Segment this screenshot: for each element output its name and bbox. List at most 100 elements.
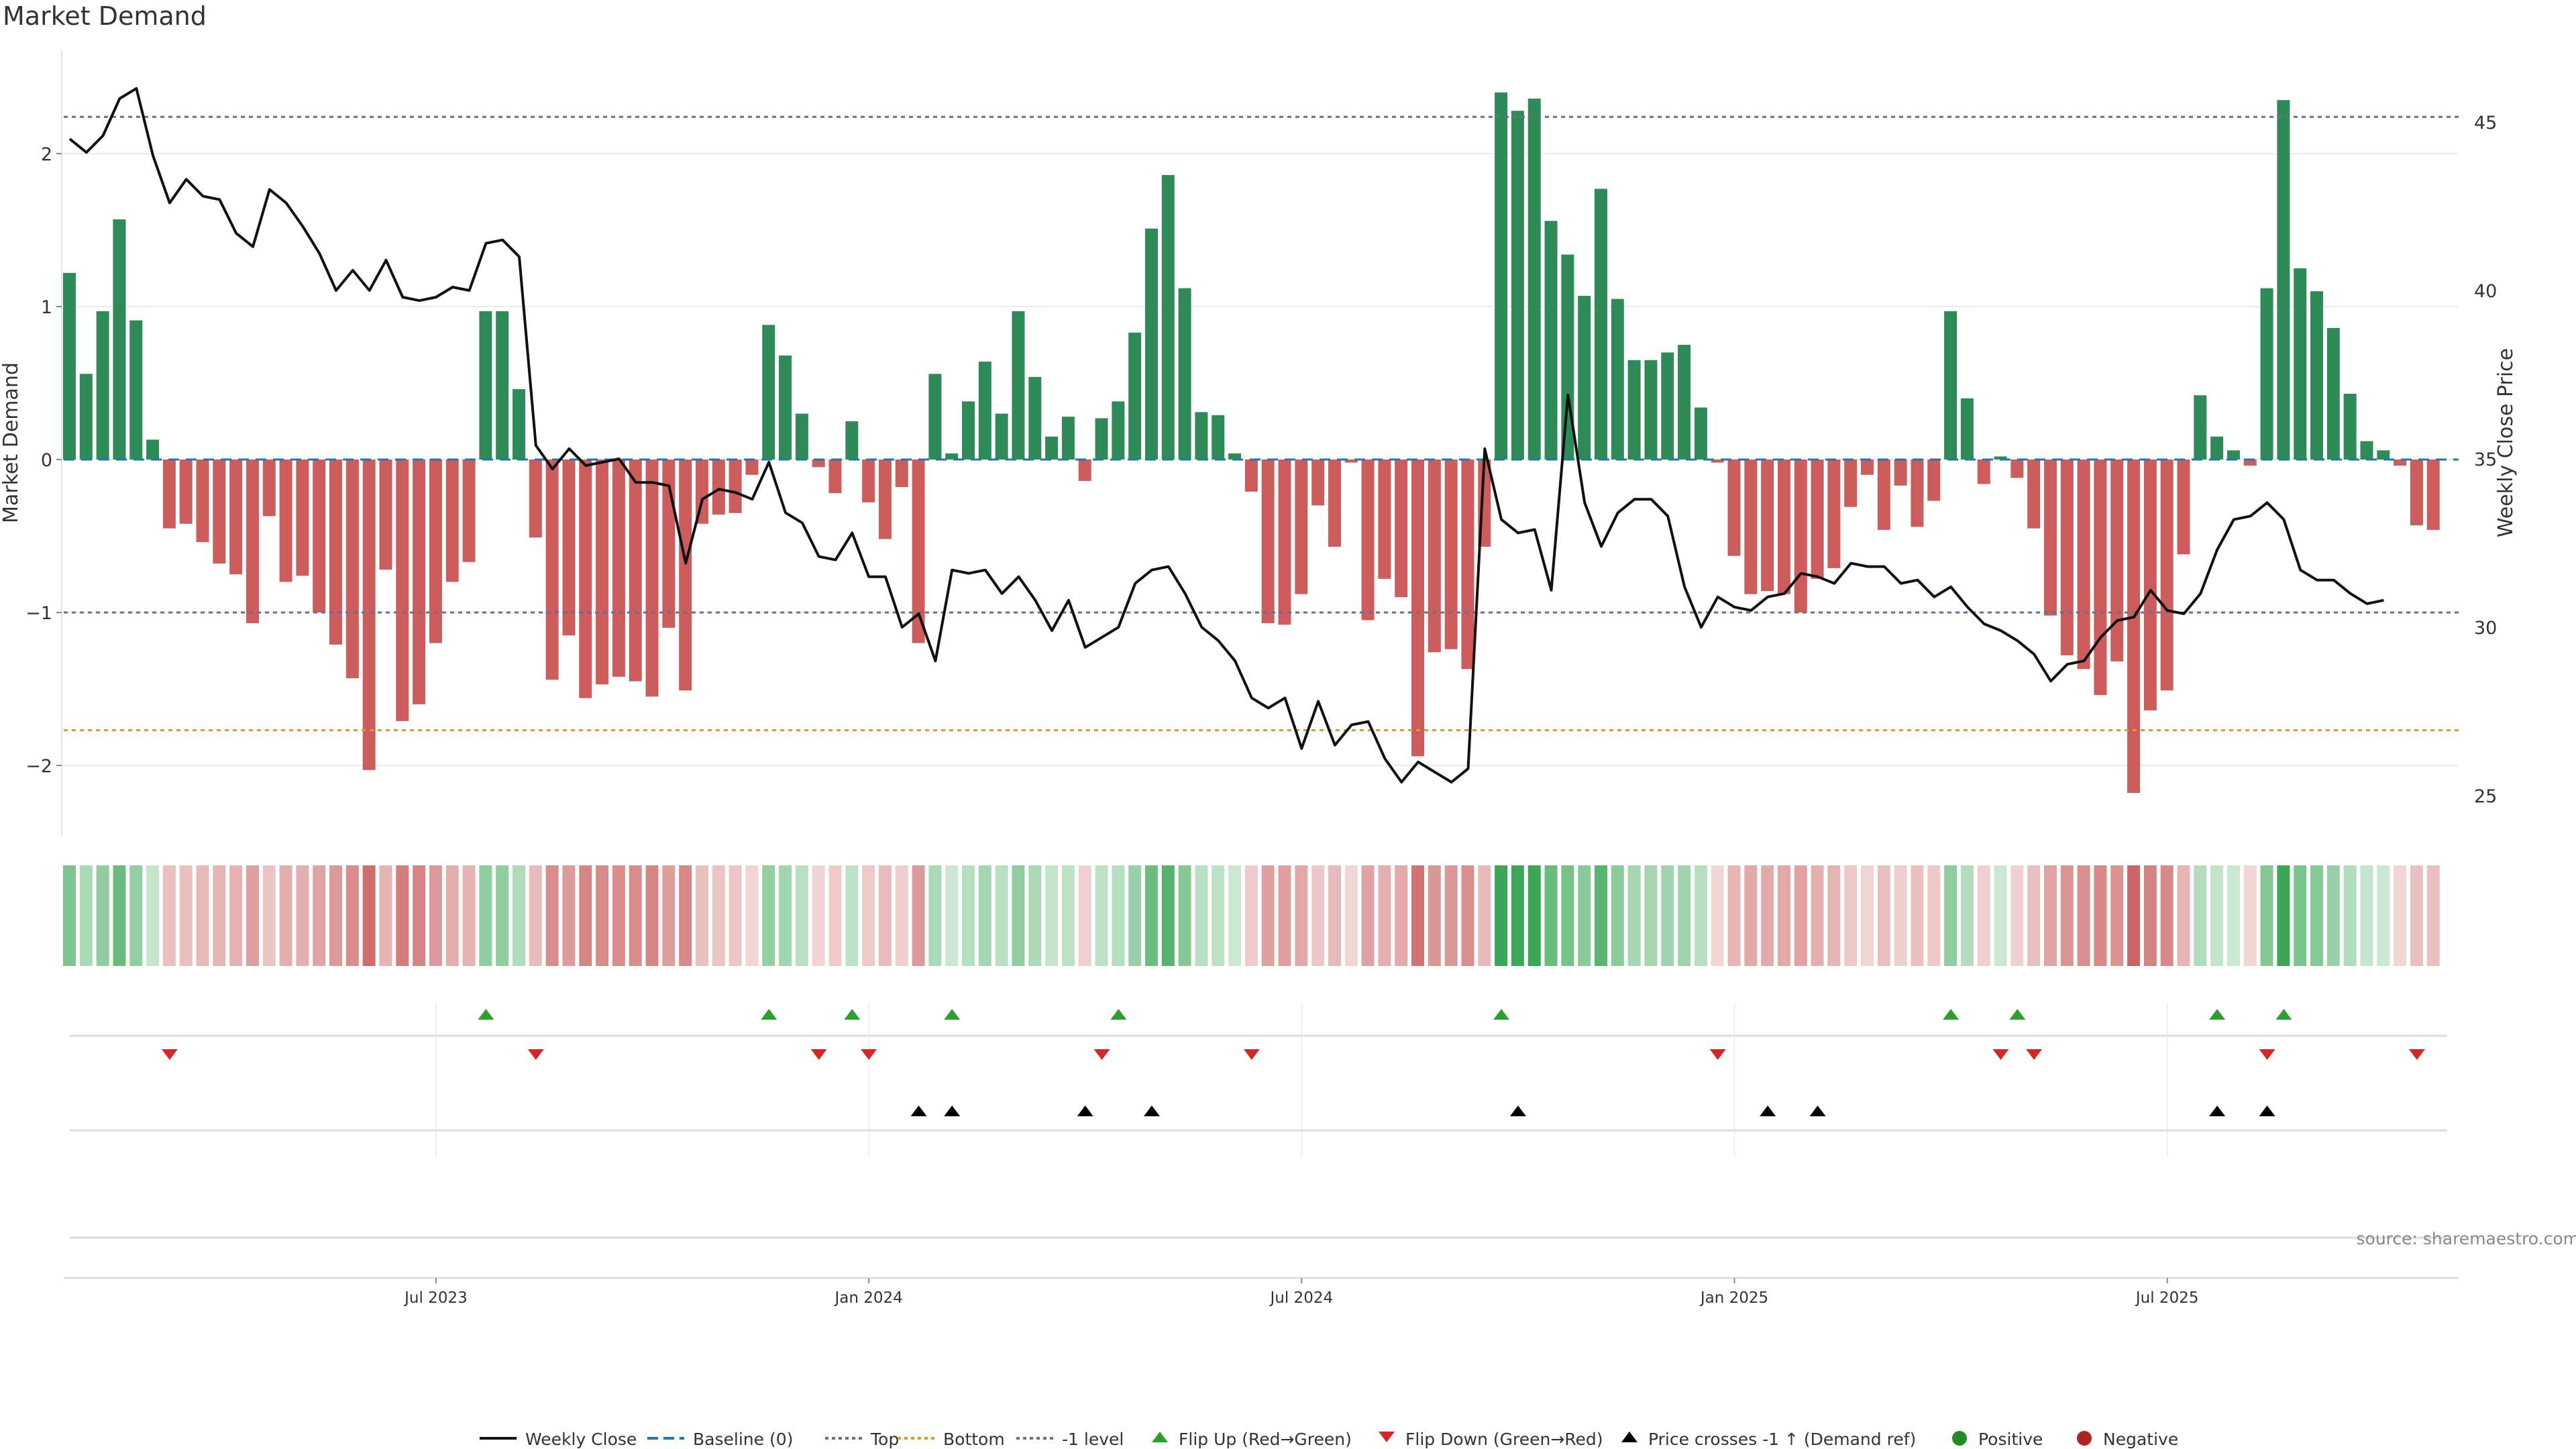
chart-title: Market Demand (3, 1, 207, 31)
price-cross-marker (1809, 1106, 1826, 1116)
demand-bar (1344, 460, 1358, 463)
heat-cell (1694, 865, 1707, 966)
heat-cell (2060, 865, 2074, 966)
heat-cell (779, 865, 792, 966)
demand-bar (1295, 460, 1308, 594)
demand-bar (1894, 460, 1907, 486)
heat-cell (2194, 865, 2207, 966)
heat-cell (362, 865, 376, 966)
heat-cell (1344, 865, 1358, 966)
demand-bar (1278, 460, 1291, 625)
demand-bar (262, 460, 276, 517)
legend-label: Top (870, 1430, 899, 1449)
demand-bar (2410, 460, 2423, 526)
demand-bar (2426, 460, 2440, 530)
demand-bar (1977, 460, 1990, 484)
heat-cell (1977, 865, 1990, 966)
demand-bar (962, 401, 975, 460)
demand-bar (2060, 460, 2074, 655)
demand-bar (1444, 460, 1458, 649)
demand-bar (313, 460, 326, 612)
demand-bar (1178, 288, 1191, 460)
demand-bar (812, 460, 825, 468)
price-cross-marker (2209, 1106, 2226, 1116)
heat-cell (1911, 865, 1924, 966)
heat-cell (2127, 865, 2141, 966)
heat-cell (679, 865, 692, 966)
demand-bar (679, 460, 692, 691)
heat-cell (1994, 865, 2007, 966)
demand-bar (995, 413, 1008, 460)
legend-swatch (1379, 1432, 1395, 1442)
price-cross-marker (1760, 1106, 1776, 1116)
heat-cell (562, 865, 576, 966)
demand-bar (1078, 460, 1091, 481)
heat-cell (862, 865, 875, 966)
heat-cell (1228, 865, 1242, 966)
legend-label: -1 level (1062, 1430, 1124, 1449)
demand-bar (329, 460, 343, 645)
demand-bar (429, 460, 442, 643)
demand-bar (779, 355, 792, 460)
demand-bar (1611, 299, 1624, 460)
demand-bar (1061, 417, 1075, 460)
demand-bar (1627, 360, 1641, 460)
heat-cell (1444, 865, 1458, 966)
heat-cell (462, 865, 476, 966)
heat-cell (2426, 865, 2440, 966)
left-tick-label: 1 (41, 297, 52, 318)
demand-bar (129, 320, 143, 460)
left-axis-label: Market Demand (0, 362, 23, 523)
demand-bar (1128, 332, 1142, 460)
flip-up-marker (2009, 1009, 2026, 1020)
heat-cell (1378, 865, 1391, 966)
demand-bar (562, 460, 576, 636)
left-tick-label: 2 (41, 144, 52, 165)
demand-bar (63, 272, 76, 460)
legend-label: Flip Up (Red→Green) (1179, 1430, 1352, 1449)
demand-bar (828, 460, 842, 494)
heat-cell (345, 865, 359, 966)
demand-bar (2027, 460, 2041, 529)
legend-label: Flip Down (Green→Red) (1405, 1430, 1603, 1449)
heat-cell (2143, 865, 2157, 966)
demand-bar (279, 460, 292, 582)
heat-cell (962, 865, 975, 966)
demand-bar (2310, 291, 2324, 460)
demand-bar (2294, 268, 2307, 460)
demand-bar (362, 460, 376, 770)
demand-bar (2210, 436, 2224, 460)
heat-cell (1894, 865, 1907, 966)
demand-bar (878, 460, 892, 539)
demand-bar (79, 374, 93, 460)
right-tick-label: 45 (2474, 113, 2497, 133)
demand-bar (2160, 460, 2174, 691)
demand-bar (1727, 460, 1741, 556)
demand-bar (1012, 311, 1025, 460)
heat-cell (1811, 865, 1824, 966)
heat-cell (1594, 865, 1607, 966)
demand-bar (96, 311, 109, 460)
demand-bar (1045, 436, 1059, 460)
demand-bar (579, 460, 592, 698)
heat-cell (1328, 865, 1341, 966)
demand-bar (1195, 412, 1208, 460)
heat-cell (878, 865, 892, 966)
heat-cell (1827, 865, 1841, 966)
heat-cell (1212, 865, 1225, 966)
demand-bar (1944, 311, 1957, 460)
demand-bar (1578, 296, 1591, 460)
demand-bar (1095, 418, 1108, 460)
heat-cell (2043, 865, 2057, 966)
heat-cell (912, 865, 925, 966)
demand-bar (2377, 450, 2390, 460)
weekly-close-line (68, 87, 2384, 784)
price-cross-marker (1077, 1106, 1093, 1116)
legend-swatch (1152, 1432, 1168, 1442)
legend-label: Bottom (943, 1430, 1005, 1449)
demand-bar (513, 389, 526, 460)
heat-cell (2010, 865, 2024, 966)
heat-cell (2326, 865, 2340, 966)
source-note: source: sharemaestro.com (2357, 1229, 2576, 1248)
flip-up-marker (844, 1009, 861, 1020)
